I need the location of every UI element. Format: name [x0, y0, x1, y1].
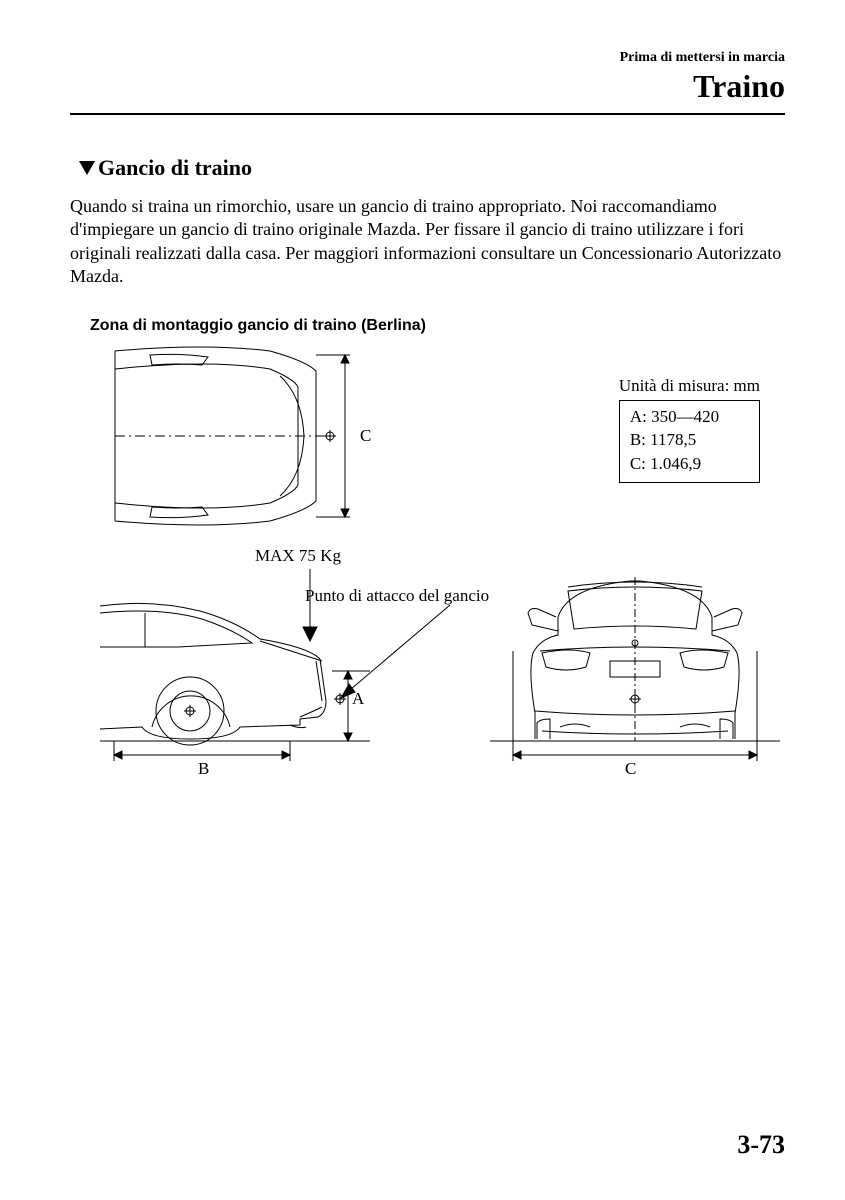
- diagram-caption: Zona di montaggio gancio di traino (Berl…: [90, 317, 785, 335]
- body-paragraph: Quando si traina un rimorchio, usare un …: [70, 195, 785, 289]
- diagram-svg: [70, 341, 790, 811]
- header-rule: [70, 113, 785, 115]
- triangle-bullet-icon: [79, 161, 95, 175]
- diagram-area: Unità di misura: mm A: 350—420 B: 1178,5…: [70, 341, 790, 811]
- subsection-title: Gancio di traino: [98, 155, 252, 180]
- subsection-heading: Gancio di traino: [80, 155, 785, 181]
- section-title: Traino: [70, 68, 785, 105]
- chapter-label: Prima di mettersi in marcia: [70, 50, 785, 66]
- page-number: 3-73: [737, 1130, 785, 1160]
